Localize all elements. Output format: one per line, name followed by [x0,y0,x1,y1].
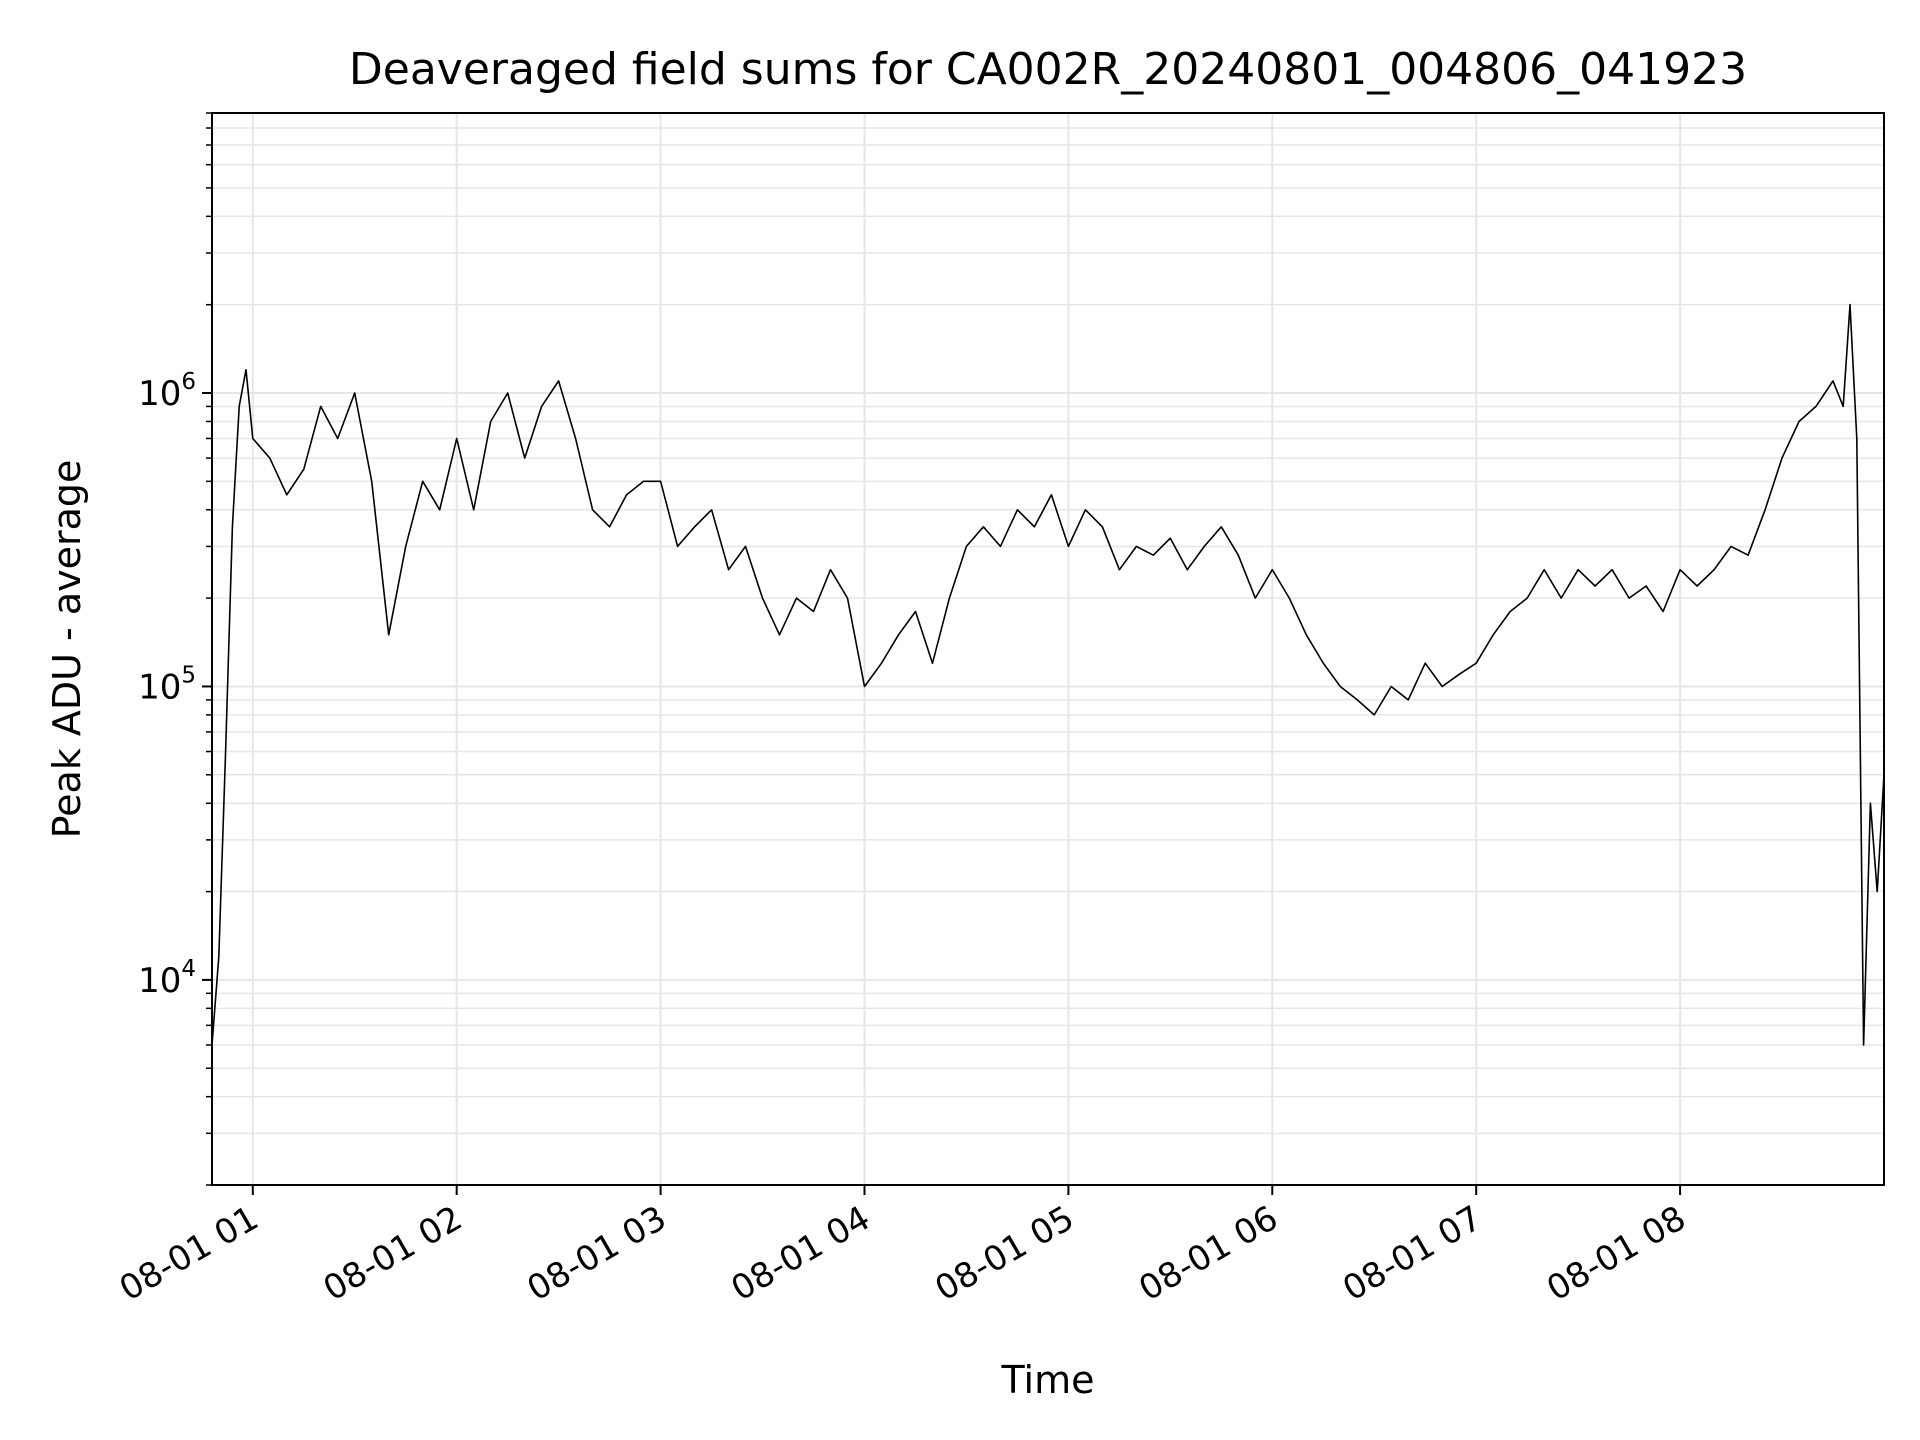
grid [212,112,1884,1186]
x-tick-label: 08-01 05 [928,1198,1080,1309]
y-tick-label: 104 [138,956,196,1001]
y-axis-label: Peak ADU - average [45,460,89,839]
y-tick-label: 106 [138,369,196,414]
x-tick-label: 08-01 02 [317,1198,469,1309]
x-tick-label: 08-01 01 [113,1198,265,1309]
series-line [211,303,1885,1046]
y-tick-label: 105 [138,662,196,707]
x-axis-label: Time [1001,1358,1095,1402]
chart-title: Deaveraged field sums for CA002R_2024080… [349,44,1747,95]
x-tick-label: 08-01 07 [1336,1198,1488,1309]
x-tick-label: 08-01 04 [725,1198,877,1309]
x-ticks: 08-01 01 08-01 02 08-01 03 08-01 04 08-01 05… [113,1185,1693,1309]
y-ticks: 104 105 106 [138,112,212,1186]
x-tick-label: 08-01 06 [1132,1198,1284,1309]
x-tick-label: 08-01 03 [521,1198,673,1309]
x-tick-label: 08-01 08 [1540,1198,1692,1309]
plot-frame [211,112,1885,1186]
